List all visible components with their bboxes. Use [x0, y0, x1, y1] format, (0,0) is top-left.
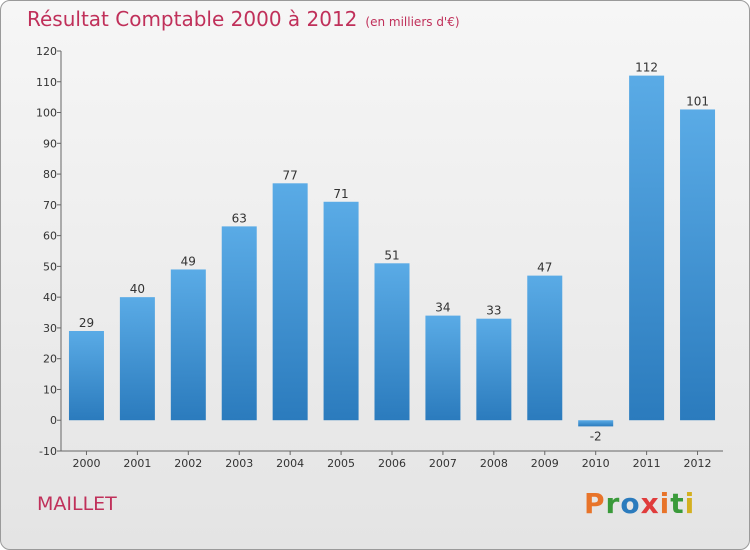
x-tick-label: 2009 — [531, 457, 559, 470]
x-tick-label: 2005 — [327, 457, 355, 470]
bar-2008 — [476, 318, 512, 421]
x-tick-label: 2003 — [225, 457, 253, 470]
x-tick-label: 2008 — [480, 457, 508, 470]
commune-name: MAILLET — [37, 493, 117, 515]
bar-2004 — [272, 183, 308, 421]
y-tick-label: -10 — [39, 445, 57, 458]
x-tick-label: 2007 — [429, 457, 457, 470]
x-tick-label: 2001 — [123, 457, 151, 470]
bar-2005 — [323, 201, 359, 421]
bar-2012 — [680, 109, 716, 421]
y-tick-label: 100 — [36, 107, 57, 120]
bar-2002 — [170, 269, 206, 421]
data-labels: 29 40 49 63 77 71 51 34 33 47 -2 112 101 — [79, 61, 709, 444]
y-tick-label: 120 — [36, 45, 57, 58]
axes: -10 0 10 20 30 40 50 60 70 80 90 100 110 120 2000 2001 2… — [36, 45, 723, 470]
data-label-2005: 71 — [333, 187, 348, 201]
x-tick-label: 2006 — [378, 457, 406, 470]
data-label-2002: 49 — [181, 254, 196, 268]
x-tick-label: 2012 — [684, 457, 712, 470]
y-tick-label: 70 — [43, 199, 57, 212]
data-label-2011: 112 — [635, 61, 658, 75]
y-tick-label: 80 — [43, 168, 57, 181]
chart-title: Résultat Comptable 2000 à 2012 (en millie… — [27, 7, 460, 31]
data-label-2006: 51 — [384, 248, 399, 262]
data-label-2003: 63 — [232, 211, 247, 225]
bar-2009 — [527, 275, 563, 421]
y-tick-label: 50 — [43, 260, 57, 273]
x-tick-label: 2004 — [276, 457, 304, 470]
bar-2006 — [374, 263, 410, 421]
bar-2011 — [629, 75, 665, 421]
title-main: Résultat Comptable 2000 à 2012 — [27, 7, 358, 31]
y-tick-label: 110 — [36, 76, 57, 89]
proxiti-logo: Proxiti — [584, 487, 696, 520]
x-tick-label: 2010 — [582, 457, 610, 470]
bar-2000 — [68, 331, 104, 421]
data-label-2009: 47 — [537, 261, 552, 275]
bar-2003 — [221, 226, 257, 421]
data-label-2000: 29 — [79, 316, 94, 330]
y-tick-label: 40 — [43, 291, 57, 304]
data-label-2008: 33 — [486, 304, 501, 318]
title-unit: (en milliers d'€) — [365, 15, 460, 29]
x-tick-label: 2000 — [72, 457, 100, 470]
x-tick-label: 2002 — [174, 457, 202, 470]
bars — [68, 75, 716, 427]
y-tick-label: 30 — [43, 322, 57, 335]
bar-2007 — [425, 315, 461, 421]
x-tick-label: 2011 — [633, 457, 661, 470]
y-tick-label: 60 — [43, 230, 57, 243]
data-label-2004: 77 — [283, 168, 298, 182]
bar-2001 — [119, 297, 155, 421]
data-label-2001: 40 — [130, 282, 145, 296]
data-label-2010: -2 — [590, 429, 602, 443]
data-label-2012: 101 — [686, 94, 709, 108]
y-tick-label: 90 — [43, 137, 57, 150]
y-tick-label: 0 — [50, 414, 57, 427]
y-tick-label: 10 — [43, 383, 57, 396]
bar-2010 — [578, 420, 614, 427]
data-label-2007: 34 — [435, 301, 450, 315]
y-tick-label: 20 — [43, 353, 57, 366]
